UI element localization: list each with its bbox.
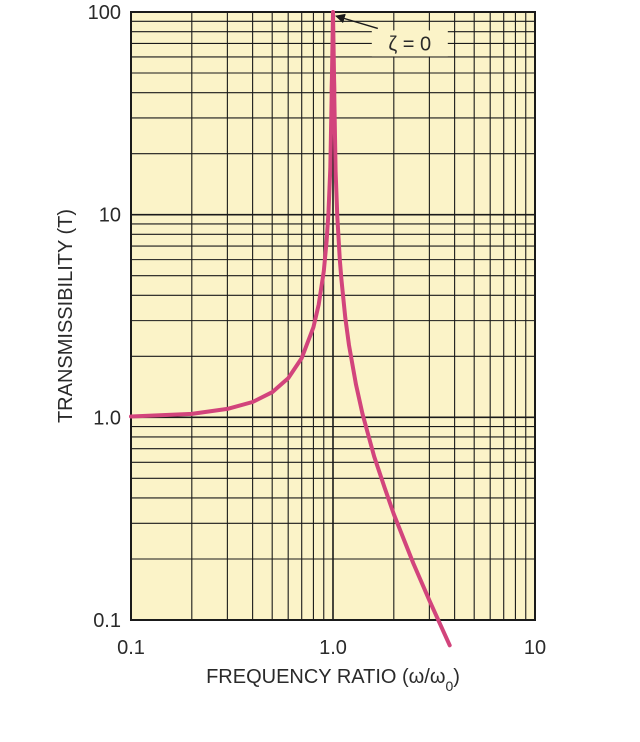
x-axis-label-end: ) (453, 666, 460, 688)
tick-labels: 0.1 1.0 10 100 10 1.0 0.1 (88, 2, 547, 659)
x-axis-label-subscript: 0 (445, 678, 453, 694)
annotation-layer: ζ = 0 (335, 13, 448, 57)
transmissibility-curve (129, 71, 452, 648)
y-tick-label: 100 (88, 2, 121, 24)
y-tick-label: 0.1 (93, 610, 121, 632)
resonance-peak (329, 10, 337, 93)
y-axis-label: TRANSMISSIBILITY (T) (55, 209, 77, 423)
x-axis-label-main: FREQUENCY RATIO (ω/ω (206, 666, 445, 688)
annotation-arrow (335, 13, 379, 30)
x-tick-label: 0.1 (117, 637, 145, 659)
x-tick-label: 1.0 (319, 637, 347, 659)
annotation-box (371, 30, 448, 57)
x-axis-label: FREQUENCY RATIO (ω/ω0) (206, 666, 460, 694)
y-tick-label: 1.0 (93, 407, 121, 429)
y-tick-label: 10 (99, 205, 121, 227)
annotation-label: ζ = 0 (388, 33, 431, 55)
x-tick-label: 10 (524, 637, 546, 659)
curve-layer (129, 10, 452, 648)
